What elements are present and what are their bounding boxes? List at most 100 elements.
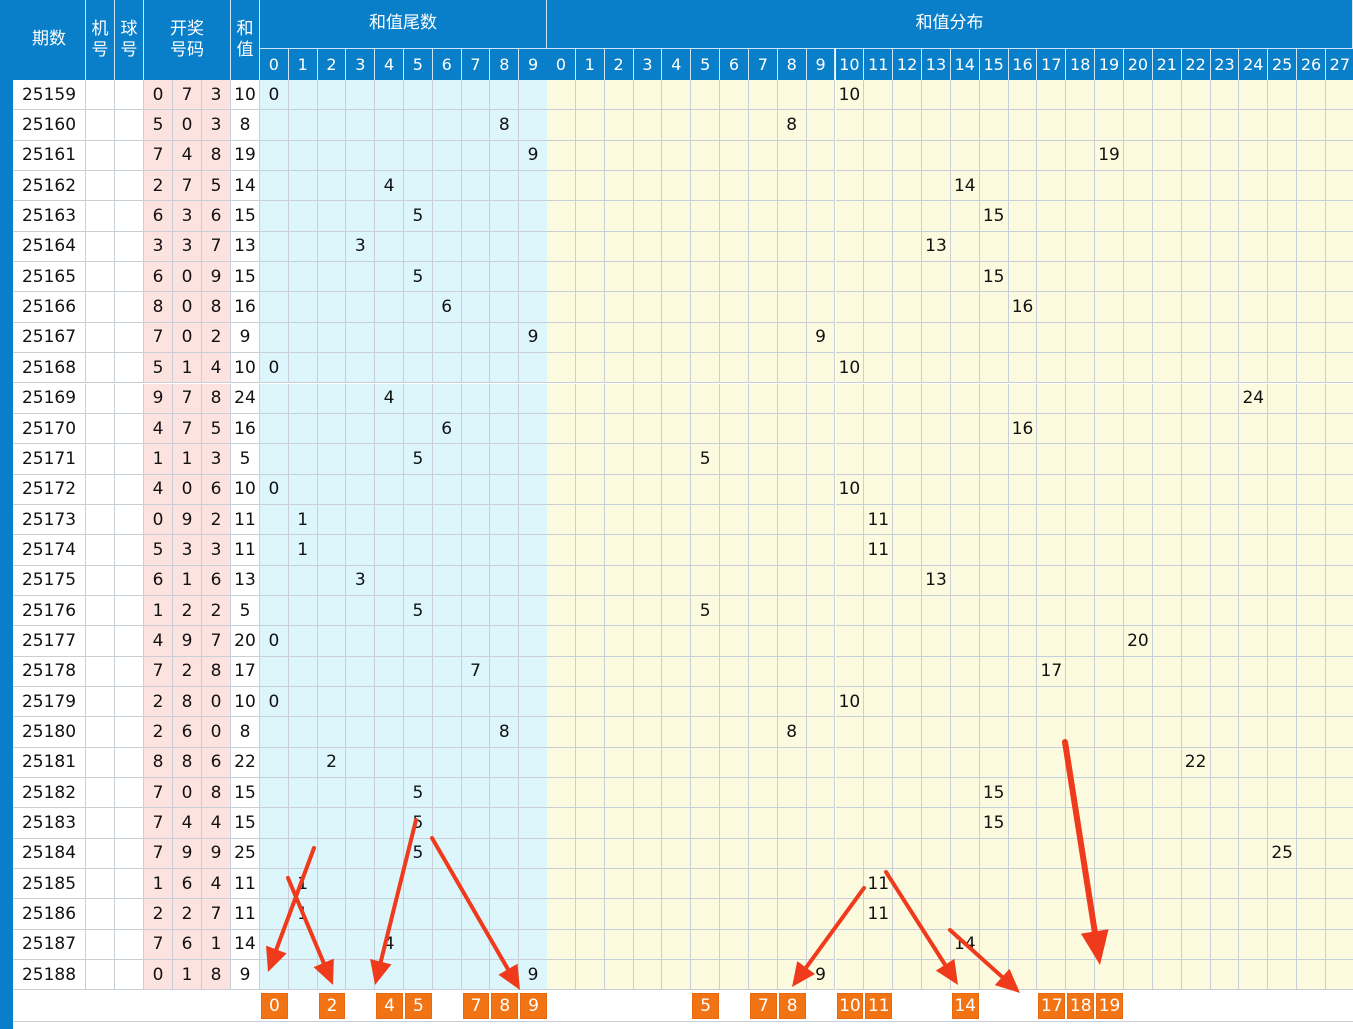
- dist-cell: [604, 687, 634, 718]
- tail-col-6[interactable]: 6: [432, 48, 462, 80]
- dist-col-3[interactable]: 3: [633, 48, 663, 80]
- dist-cell: [922, 504, 951, 536]
- dist-cell: [893, 504, 923, 536]
- header-machine[interactable]: 机 号: [86, 0, 115, 80]
- dist-col-10[interactable]: 10: [835, 48, 865, 80]
- dist-cell: [806, 444, 836, 475]
- dist-col-26[interactable]: 26: [1297, 48, 1326, 80]
- row-issue: 25188: [13, 960, 86, 991]
- dist-cell: [1210, 565, 1240, 596]
- tail-cell: [432, 717, 462, 748]
- tail-col-3[interactable]: 3: [346, 48, 376, 80]
- dist-col-22[interactable]: 22: [1181, 48, 1211, 80]
- draw-digit: 8: [202, 140, 231, 172]
- header-issue[interactable]: 期数: [13, 0, 86, 80]
- dist-col-15[interactable]: 15: [979, 48, 1009, 80]
- dist-cell: [633, 838, 663, 870]
- tail-cell: [288, 565, 318, 596]
- dist-col-19[interactable]: 19: [1095, 48, 1124, 80]
- tail-cell: [346, 353, 376, 384]
- dist-col-18[interactable]: 18: [1066, 48, 1096, 80]
- tail-col-4[interactable]: 4: [375, 48, 404, 80]
- tail-col-7[interactable]: 7: [461, 48, 491, 80]
- dist-mark: 8: [777, 717, 807, 748]
- dist-col-12[interactable]: 12: [893, 48, 923, 80]
- dist-cell: [864, 110, 894, 141]
- dist-cell: [1152, 292, 1182, 323]
- dist-col-24[interactable]: 24: [1239, 48, 1269, 80]
- dist-cell: [1008, 80, 1038, 111]
- tail-col-0[interactable]: 0: [260, 48, 289, 80]
- tail-cell: [404, 140, 433, 172]
- tail-cell: [260, 869, 289, 900]
- dist-cell: [1297, 747, 1326, 779]
- tail-cell: [490, 808, 520, 839]
- dist-cell: [922, 808, 951, 839]
- dist-col-9[interactable]: 9: [806, 48, 836, 80]
- dist-col-1[interactable]: 1: [575, 48, 605, 80]
- dist-cell: [1124, 717, 1153, 748]
- dist-cell: [1008, 535, 1038, 566]
- dist-cell: [633, 262, 663, 293]
- tail-col-2[interactable]: 2: [317, 48, 347, 80]
- dist-col-4[interactable]: 4: [662, 48, 692, 80]
- tail-col-8[interactable]: 8: [490, 48, 520, 80]
- dist-mark: 11: [864, 899, 894, 930]
- dist-cell: [720, 171, 749, 202]
- tail-cell: [519, 929, 548, 961]
- dist-col-6[interactable]: 6: [720, 48, 749, 80]
- dist-cell: [777, 231, 807, 263]
- dist-cell: [575, 504, 605, 536]
- dist-mark: 9: [806, 322, 836, 354]
- dist-col-27[interactable]: 27: [1325, 48, 1353, 80]
- dist-col-8[interactable]: 8: [777, 48, 807, 80]
- tail-col-9[interactable]: 9: [519, 48, 548, 80]
- dist-cell: [950, 747, 980, 779]
- tail-cell: [375, 595, 404, 627]
- dist-cell: [950, 869, 980, 900]
- dist-col-20[interactable]: 20: [1124, 48, 1153, 80]
- tail-cell: [346, 535, 376, 566]
- dist-col-5[interactable]: 5: [691, 48, 721, 80]
- header-ball[interactable]: 球 号: [115, 0, 144, 80]
- dist-cell: [806, 626, 836, 657]
- draw-digit: 2: [202, 504, 231, 536]
- dist-col-21[interactable]: 21: [1152, 48, 1182, 80]
- header-dist-group[interactable]: 和值分布: [547, 0, 1353, 48]
- dist-cell: [893, 565, 923, 596]
- tail-cell: [432, 231, 462, 263]
- dist-col-2[interactable]: 2: [604, 48, 634, 80]
- dist-col-14[interactable]: 14: [950, 48, 980, 80]
- dist-col-0[interactable]: 0: [547, 48, 576, 80]
- dist-cell: [547, 838, 576, 870]
- dist-cell: [1037, 110, 1067, 141]
- tail-cell: [375, 201, 404, 232]
- header-tail-group[interactable]: 和值尾数: [260, 0, 547, 48]
- dist-col-23[interactable]: 23: [1210, 48, 1240, 80]
- row-issue: 25170: [13, 413, 86, 445]
- row-machine: [86, 929, 115, 961]
- tail-col-1[interactable]: 1: [288, 48, 318, 80]
- dist-cell: [1210, 201, 1240, 232]
- dist-cell: [720, 262, 749, 293]
- dist-cell: [1239, 140, 1269, 172]
- dist-col-13[interactable]: 13: [922, 48, 951, 80]
- header-draw-number[interactable]: 开奖 号码: [144, 0, 231, 80]
- dist-col-11[interactable]: 11: [864, 48, 894, 80]
- dist-cell: [806, 292, 836, 323]
- dist-cell: [691, 140, 721, 172]
- dist-col-7[interactable]: 7: [748, 48, 778, 80]
- dist-cell: [1325, 444, 1353, 475]
- tail-cell: [288, 778, 318, 809]
- dist-col-17[interactable]: 17: [1037, 48, 1067, 80]
- tail-col-5[interactable]: 5: [404, 48, 433, 80]
- dist-cell: [950, 565, 980, 596]
- dist-cell: [1124, 778, 1153, 809]
- dist-col-16[interactable]: 16: [1008, 48, 1038, 80]
- dist-col-25[interactable]: 25: [1268, 48, 1298, 80]
- row-ball: [115, 353, 144, 384]
- header-sum[interactable]: 和 值: [231, 0, 260, 80]
- dist-cell: [1066, 231, 1096, 263]
- dist-cell: [777, 626, 807, 657]
- dist-cell: [1152, 899, 1182, 930]
